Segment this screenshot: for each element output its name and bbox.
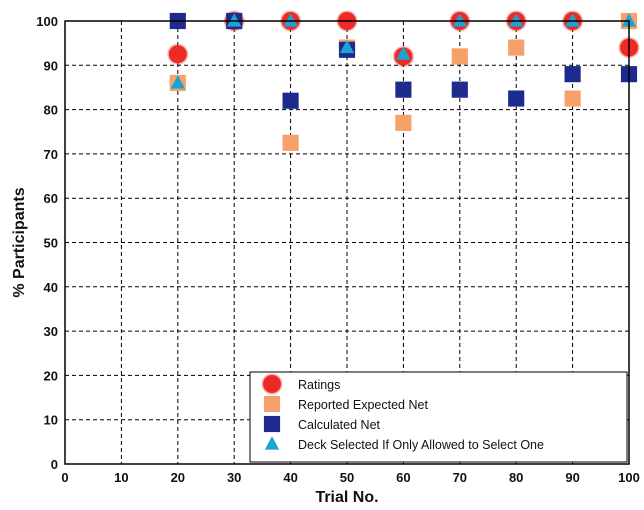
legend-label: Calculated Net xyxy=(298,418,381,432)
plot-frame xyxy=(64,20,630,465)
legend-label: Deck Selected If Only Allowed to Select … xyxy=(298,438,544,452)
legend-label: Ratings xyxy=(298,378,340,392)
legend-marker-triangle xyxy=(264,436,280,450)
data-point-square xyxy=(451,81,468,98)
legend-marker-square xyxy=(263,395,281,413)
data-point-square xyxy=(451,48,468,65)
data-point-triangle xyxy=(621,13,637,27)
x-tick-label: 100 xyxy=(618,470,640,485)
x-tick-label: 40 xyxy=(283,470,297,485)
x-tick-label: 30 xyxy=(227,470,241,485)
x-tick-label: 0 xyxy=(61,470,68,485)
legend-label: Reported Expected Net xyxy=(298,398,428,412)
data-point-square xyxy=(282,134,299,151)
data-point-square xyxy=(508,39,525,56)
data-point-triangle xyxy=(283,13,298,27)
legend-entry: Reported Expected Net xyxy=(263,395,428,413)
legend-box xyxy=(249,371,628,463)
data-point-triangle xyxy=(170,75,185,89)
legend-entry: Ratings xyxy=(261,373,340,395)
x-tick-label: 10 xyxy=(114,470,128,485)
x-tick-label: 50 xyxy=(340,470,354,485)
data-point-triangle xyxy=(565,13,580,27)
data-point-triangle xyxy=(227,13,242,27)
x-tick-label: 60 xyxy=(396,470,410,485)
y-tick-label: 90 xyxy=(44,58,58,73)
x-tick-label: 80 xyxy=(509,470,523,485)
y-tick-label: 0 xyxy=(51,457,58,472)
y-tick-label: 10 xyxy=(44,413,58,428)
data-point-square xyxy=(395,81,412,98)
data-point-circle xyxy=(167,43,189,65)
x-tick-label: 70 xyxy=(453,470,467,485)
data-point-triangle xyxy=(509,13,524,27)
legend-entry: Calculated Net xyxy=(263,415,381,433)
y-tick-label: 50 xyxy=(44,236,58,251)
data-point-triangle xyxy=(339,39,355,54)
y-axis-label: % Participants xyxy=(11,187,28,297)
y-tick-label: 30 xyxy=(44,324,58,339)
y-tick-label: 70 xyxy=(44,147,58,162)
data-point-triangle xyxy=(452,13,467,27)
data-point-square xyxy=(282,92,299,109)
y-tick-label: 80 xyxy=(44,103,58,118)
legend-marker-square xyxy=(263,415,281,433)
x-tick-label: 20 xyxy=(171,470,185,485)
x-axis-label: Trial No. xyxy=(315,489,378,506)
x-tick-label: 90 xyxy=(565,470,579,485)
data-point-square xyxy=(564,66,581,83)
data-point-square xyxy=(395,114,412,131)
legend-marker-circle xyxy=(261,373,283,395)
tick-labels: 0 10 20 30 40 50 60 70 80 90 100 0 10 20 30 40 50 60 70 80 9… xyxy=(36,14,640,485)
y-tick-label: 100 xyxy=(36,14,58,29)
data-point-square xyxy=(508,90,525,107)
legend: Ratings Reported Expected Net Calculated N… xyxy=(249,371,628,463)
y-tick-label: 60 xyxy=(44,191,58,206)
data-point-square xyxy=(564,90,581,107)
legend-entry: Deck Selected If Only Allowed to Select … xyxy=(264,436,544,452)
y-tick-label: 20 xyxy=(44,368,58,383)
y-tick-label: 40 xyxy=(44,280,58,295)
series-3 xyxy=(170,13,637,89)
data-point-triangle xyxy=(396,46,411,60)
